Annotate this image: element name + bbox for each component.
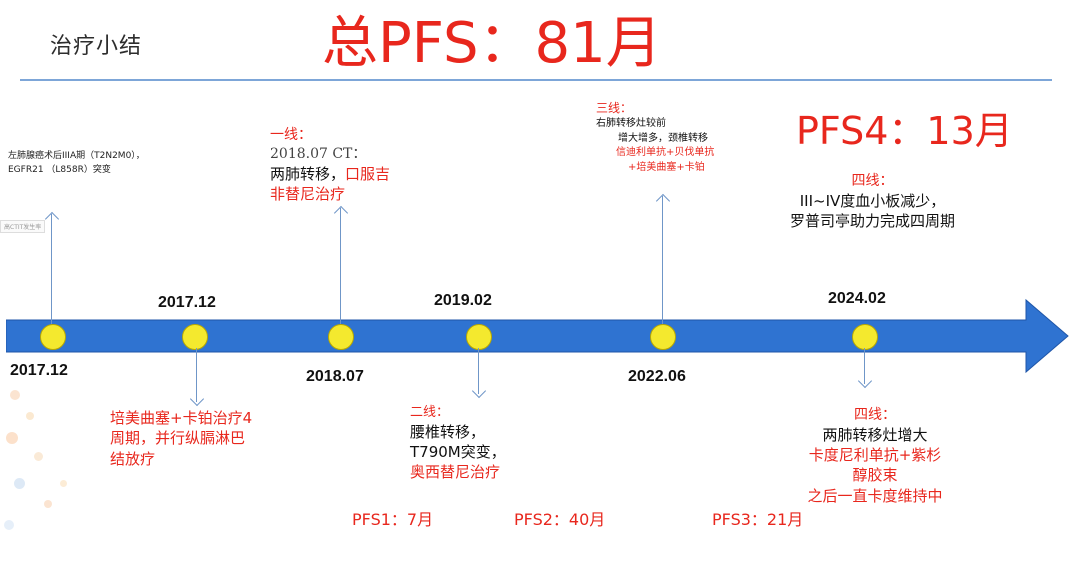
adjuvant-note: 培美曲塞+卡铂治疗4 周期，并行纵膈淋巴 结放疗 [110, 408, 252, 469]
timeline-arrow [6, 298, 1069, 374]
date-label: 2024.02 [828, 290, 886, 307]
arrow-up-icon [44, 211, 60, 227]
diagnosis-line: 左肺腺癌术后IIIA期（T2N2M0）， [8, 151, 145, 161]
second-line-body: T790M突变， [410, 442, 506, 461]
timeline-node-2018-07 [328, 324, 354, 350]
second-line-treatment: 奥西替尼治疗 [410, 463, 501, 482]
fourth-line-bottom-note: 四线： 两肺转移灶增大 卡度尼利单抗+紫杉 醇胶束 之后一直卡度维持中 [790, 406, 960, 506]
title-divider [20, 79, 1052, 81]
connector-line [478, 348, 479, 394]
fourth-line-treatment: 之后一直卡度维持中 [807, 486, 943, 505]
fourth-line-top-note: 四线： III~IV度血小板减少， 罗普司亭助力完成四周期 [790, 172, 955, 231]
timeline-node-2017-12a [40, 324, 66, 350]
adjuvant-line: 周期，并行纵膈淋巴 [110, 429, 246, 448]
mini-tag: 高CTIT发生率 [0, 220, 46, 233]
diagnosis-line: EGFR21 （L858R）突变 [8, 164, 111, 175]
first-line-title: 一线： [270, 127, 312, 143]
third-line-body: 增大增多，颈椎转移 [618, 132, 708, 144]
first-line-treatment: 非替尼治疗 [270, 185, 346, 204]
date-label: 2022.06 [628, 368, 686, 385]
timeline-node-2017-12b [182, 324, 208, 350]
date-label: 2017.12 [10, 362, 68, 379]
connector-line [340, 208, 341, 324]
timeline-node-2022-06 [650, 324, 676, 350]
pfs1-label: PFS1：7月 [352, 510, 434, 529]
fourth-line-treatment: 醇胶束 [852, 466, 898, 485]
date-label: 2019.02 [434, 292, 492, 309]
fourth-line-body: III~IV度血小板减少， [799, 191, 946, 210]
connector-line [51, 214, 52, 324]
date-label: 2018.07 [306, 368, 364, 385]
date-label: 2017.12 [158, 294, 216, 311]
timeline-node-2019-02 [466, 324, 492, 350]
first-line-note: 一线： 2018.07 CT： 两肺转移，口服吉 非替尼治疗 [270, 126, 390, 204]
total-pfs-heading: 总PFS：81月 [322, 11, 662, 76]
fourth-line-body: 两肺转移灶增大 [822, 425, 928, 444]
arrow-down-icon [189, 391, 205, 407]
fourth-line-title: 四线： [851, 173, 894, 189]
timeline-node-2024-02 [852, 324, 878, 350]
fourth-line-treatment: 卡度尼利单抗+紫杉 [808, 446, 942, 465]
fourth-line-body: 罗普司亭助力完成四周期 [790, 212, 956, 231]
arrow-down-icon [471, 383, 487, 399]
section-title: 治疗小结 [50, 34, 143, 59]
second-line-body: 腰椎转移， [410, 422, 486, 441]
third-line-treatment: 信迪利单抗+贝伐单抗 [616, 147, 715, 159]
pfs4-heading: PFS4：13月 [796, 109, 1013, 153]
third-line-treatment: +培美曲塞+卡铂 [628, 161, 705, 173]
second-line-title: 二线： [410, 405, 450, 420]
first-line-date: 2018.07 CT： [270, 145, 367, 162]
pfs3-label: PFS3：21月 [712, 510, 804, 529]
connector-line [864, 348, 865, 384]
first-line-treatment: 口服吉 [345, 164, 391, 183]
adjuvant-line: 培美曲塞+卡铂治疗4 [110, 409, 253, 427]
connector-line [196, 348, 197, 402]
fourth-line-title: 四线： [854, 407, 896, 423]
pfs2-label: PFS2：40月 [514, 510, 606, 529]
first-line-body: 两肺转移， [270, 164, 346, 183]
third-line-title: 三线： [596, 101, 633, 115]
third-line-note: 三线： 右肺转移灶较前 增大增多，颈椎转移 信迪利单抗+贝伐单抗 +培美曲塞+卡… [596, 100, 714, 175]
diagnosis-note: 左肺腺癌术后IIIA期（T2N2M0）， EGFR21 （L858R）突变 [8, 150, 145, 177]
third-line-body: 右肺转移灶较前 [596, 118, 666, 130]
second-line-note: 二线： 腰椎转移， T790M突变， 奥西替尼治疗 [410, 404, 506, 482]
connector-line [662, 196, 663, 324]
adjuvant-line: 结放疗 [110, 449, 156, 468]
arrow-up-icon [655, 193, 671, 209]
arrow-up-icon [333, 205, 349, 221]
